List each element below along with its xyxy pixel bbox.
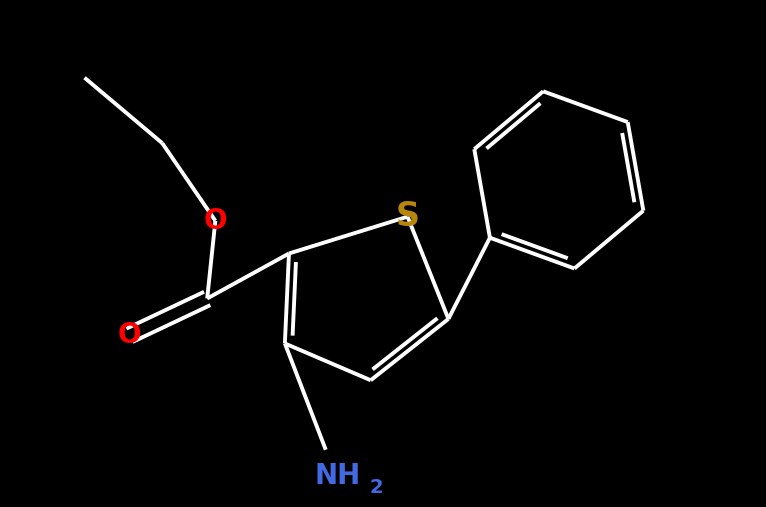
Text: 2: 2 <box>369 478 383 497</box>
Text: S: S <box>395 200 420 233</box>
Text: NH: NH <box>315 462 361 490</box>
Text: O: O <box>118 321 141 349</box>
Text: O: O <box>204 207 227 235</box>
